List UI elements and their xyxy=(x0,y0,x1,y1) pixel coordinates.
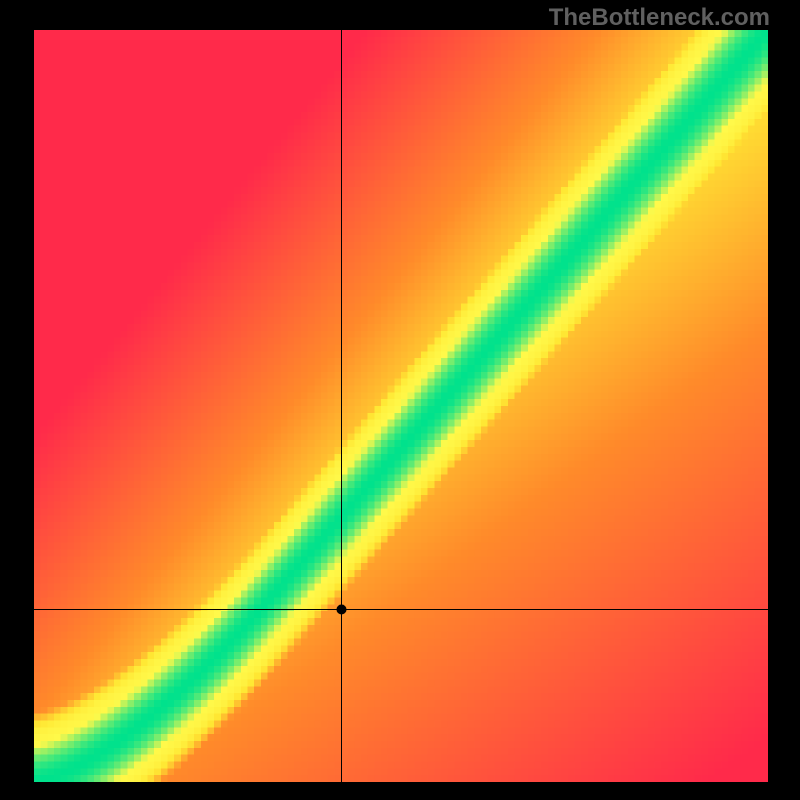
crosshair-overlay xyxy=(34,30,768,782)
chart-frame: TheBottleneck.com xyxy=(0,0,800,800)
watermark-text: TheBottleneck.com xyxy=(549,4,770,32)
